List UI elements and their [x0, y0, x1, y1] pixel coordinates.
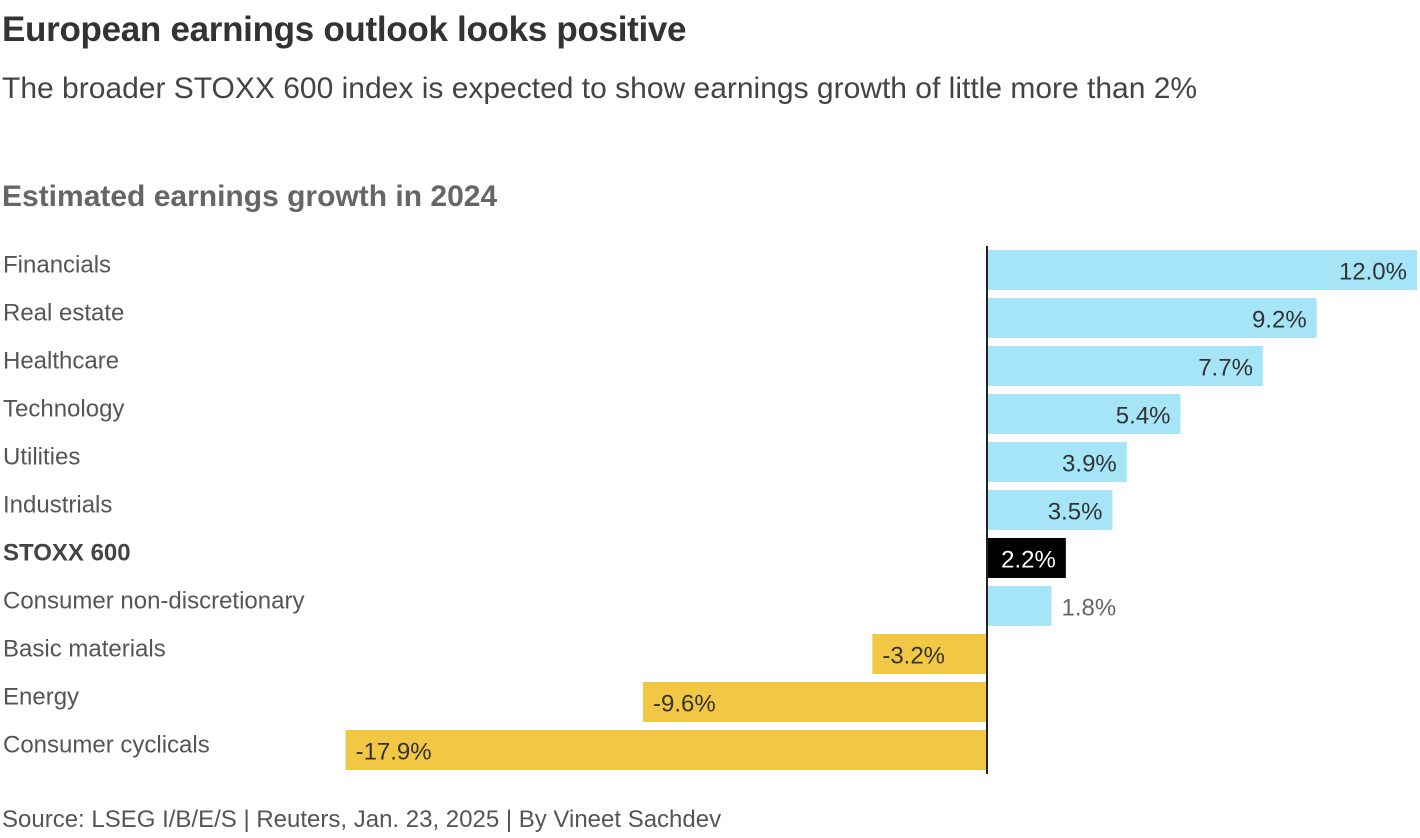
- category-label: Utilities: [3, 443, 80, 470]
- source-note: Source: LSEG I/B/E/S | Reuters, Jan. 23,…: [2, 806, 722, 833]
- value-label: 3.9%: [1062, 450, 1117, 477]
- value-label: -9.6%: [653, 690, 716, 717]
- chart-title: Estimated earnings growth in 2024: [2, 180, 498, 213]
- bar-chart: Financials 12.0% Real estate 9.2% Healthcare…: [3, 246, 1417, 774]
- category-label: Energy: [3, 683, 79, 710]
- value-label: 2.2%: [1001, 546, 1056, 573]
- category-label: Real estate: [3, 299, 124, 326]
- value-label: -3.2%: [882, 642, 945, 669]
- category-label: Consumer cyclicals: [3, 731, 210, 758]
- value-label: 12.0%: [1339, 258, 1407, 285]
- bar: [987, 394, 1181, 434]
- value-label: 5.4%: [1116, 402, 1171, 429]
- bar: [345, 730, 987, 770]
- value-label: 1.8%: [1062, 594, 1117, 621]
- bar: [987, 346, 1263, 386]
- bar: [987, 490, 1113, 530]
- value-label: 7.7%: [1198, 354, 1253, 381]
- value-label: 3.5%: [1048, 498, 1103, 525]
- category-label: Healthcare: [3, 347, 119, 374]
- bar: [987, 298, 1317, 338]
- category-label: Financials: [3, 251, 111, 278]
- bar: [872, 634, 987, 674]
- bar: [987, 442, 1127, 482]
- value-label: 9.2%: [1252, 306, 1307, 333]
- chart-subtitle: The broader STOXX 600 index is expected …: [2, 72, 1198, 105]
- value-label: -17.9%: [356, 738, 432, 765]
- category-label: Basic materials: [3, 635, 166, 662]
- bar: [987, 538, 1066, 578]
- category-label: STOXX 600: [3, 539, 131, 566]
- bar: [987, 586, 1052, 626]
- bar: [643, 682, 987, 722]
- category-label: Consumer non-discretionary: [3, 587, 304, 614]
- category-label: Technology: [3, 395, 124, 422]
- chart-headline: European earnings outlook looks positive: [2, 10, 687, 49]
- bar: [987, 250, 1417, 290]
- category-label: Industrials: [3, 491, 112, 518]
